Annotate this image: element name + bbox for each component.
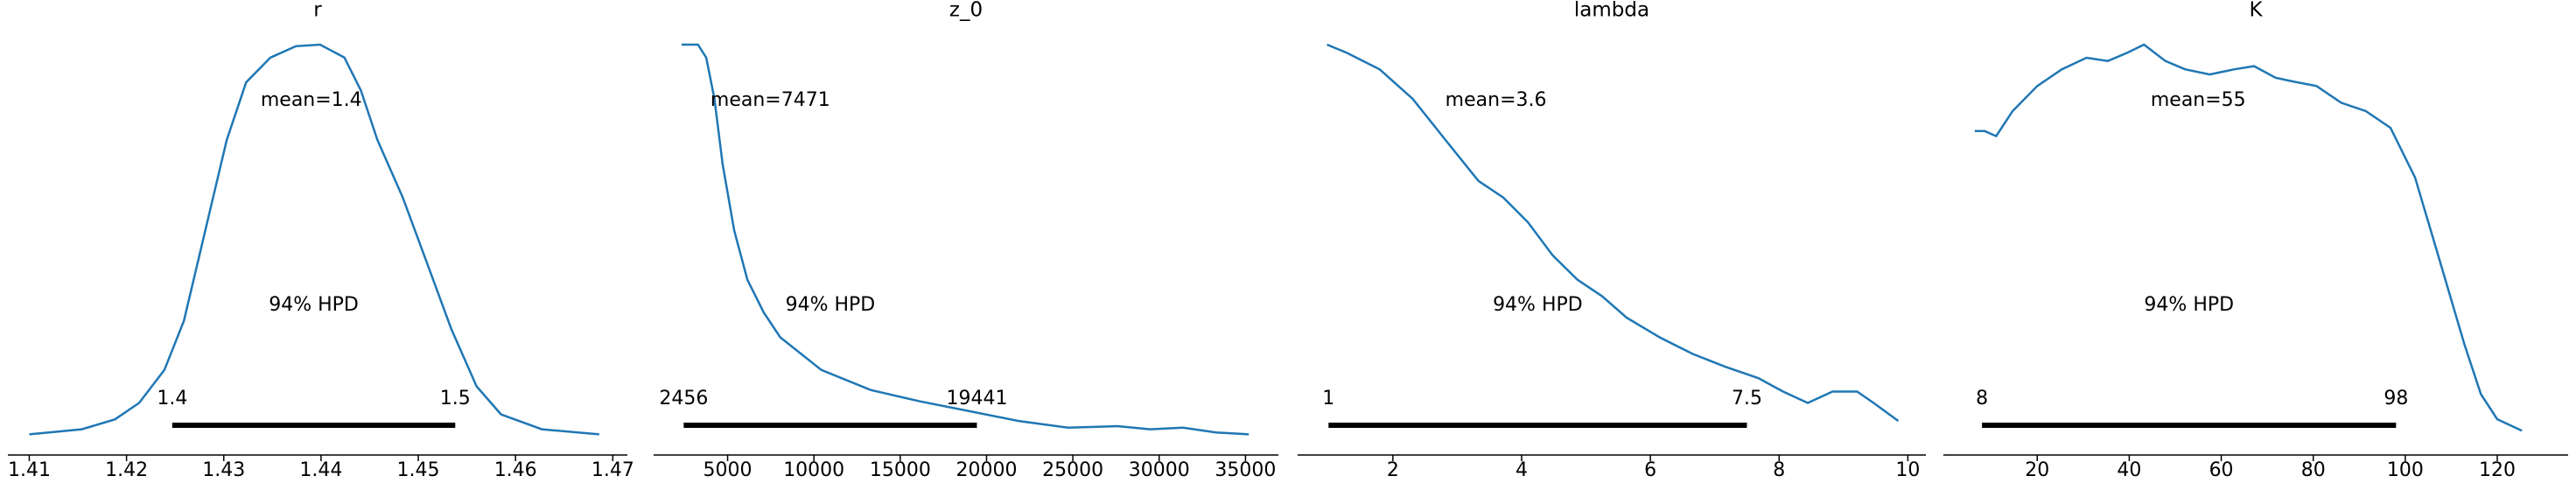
mean-label: mean=1.4 bbox=[261, 89, 362, 111]
mean-label: mean=7471 bbox=[710, 89, 830, 111]
hpd-label: 94% HPD bbox=[786, 294, 876, 316]
density-curve bbox=[1326, 43, 1900, 423]
mean-label: mean=3.6 bbox=[1446, 89, 1547, 111]
x-tick-label: 25000 bbox=[1042, 459, 1103, 481]
hpd-endpoint-label: 1.4 bbox=[157, 388, 187, 410]
x-tick-label: 60 bbox=[2209, 459, 2234, 481]
panel-title: r bbox=[313, 0, 322, 22]
density-curve bbox=[29, 43, 599, 436]
x-tick-label: 1.43 bbox=[202, 459, 245, 481]
hpd-label: 94% HPD bbox=[1493, 294, 1583, 316]
hpd-endpoint-label: 2456 bbox=[659, 388, 708, 410]
x-tick-label: 80 bbox=[2301, 459, 2326, 481]
x-tick-label: 10000 bbox=[783, 459, 844, 481]
x-tick-label: 5000 bbox=[704, 459, 752, 481]
x-tick-label: 20000 bbox=[956, 459, 1017, 481]
x-tick-label: 1.41 bbox=[8, 459, 51, 481]
panel-title: z_0 bbox=[949, 0, 983, 22]
x-tick-label: 6 bbox=[1644, 459, 1656, 481]
x-tick-label: 1.47 bbox=[592, 459, 634, 481]
x-tick-label: 15000 bbox=[870, 459, 931, 481]
hpd-endpoint-label: 7.5 bbox=[1732, 388, 1762, 410]
density-curve bbox=[681, 43, 1250, 436]
x-tick-label: 30000 bbox=[1129, 459, 1190, 481]
hpd-endpoint-label: 1 bbox=[1322, 388, 1334, 410]
density-curve bbox=[1974, 43, 2523, 432]
x-tick-label: 4 bbox=[1516, 459, 1528, 481]
x-tick-label: 40 bbox=[2117, 459, 2141, 481]
hpd-endpoint-label: 1.5 bbox=[440, 388, 471, 410]
x-tick-label: 1.45 bbox=[397, 459, 440, 481]
x-tick-label: 20 bbox=[2025, 459, 2049, 481]
hpd-label: 94% HPD bbox=[269, 294, 359, 316]
x-tick-label: 2 bbox=[1387, 459, 1399, 481]
x-tick-label: 100 bbox=[2387, 459, 2424, 481]
x-tick-label: 1.44 bbox=[299, 459, 342, 481]
x-tick-label: 10 bbox=[1895, 459, 1920, 481]
x-tick-label: 8 bbox=[1773, 459, 1785, 481]
mean-label: mean=55 bbox=[2151, 89, 2246, 111]
x-tick-label: 1.46 bbox=[494, 459, 537, 481]
x-tick-label: 120 bbox=[2479, 459, 2516, 481]
x-tick-label: 35000 bbox=[1214, 459, 1276, 481]
hpd-endpoint-label: 98 bbox=[2384, 388, 2408, 410]
hpd-endpoint-label: 8 bbox=[1976, 388, 1988, 410]
panel-title: lambda bbox=[1574, 0, 1649, 22]
hpd-label: 94% HPD bbox=[2144, 294, 2234, 316]
hpd-endpoint-label: 19441 bbox=[946, 388, 1007, 410]
x-tick-label: 1.42 bbox=[105, 459, 148, 481]
panel-title: K bbox=[2249, 0, 2263, 22]
